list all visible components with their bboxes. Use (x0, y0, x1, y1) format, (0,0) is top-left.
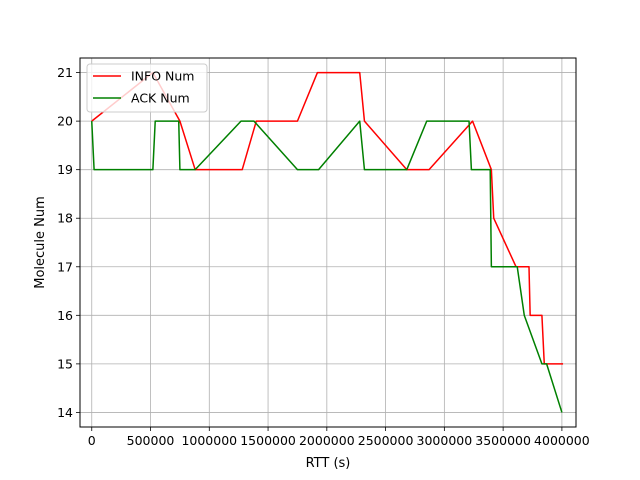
y-tick-label: 16 (57, 308, 73, 323)
series-lines (91, 71, 564, 413)
axis-ticks: 0 500000 1000000 1500000 2000000 2500000 30000… (57, 65, 590, 448)
series-line-ack-num (91, 120, 563, 413)
y-tick-label: 21 (57, 65, 73, 80)
x-tick-label: 1000000 (181, 433, 237, 448)
x-axis-title: RTT (s) (306, 456, 351, 471)
legend-label: INFO Num (131, 69, 195, 84)
y-tick-label: 14 (57, 405, 73, 420)
plot-frame (79, 57, 577, 428)
x-tick-label: 3500000 (475, 433, 531, 448)
x-tick-label: 500000 (127, 433, 175, 448)
x-tick-label: 4000000 (534, 433, 590, 448)
grid-lines (80, 58, 576, 427)
legend: INFO Num ACK Num (86, 63, 208, 113)
x-tick-label: 2500000 (358, 433, 414, 448)
x-tick-label: 1500000 (240, 433, 296, 448)
y-tick-label: 20 (57, 114, 73, 129)
x-tick-label: 3000000 (417, 433, 473, 448)
x-tick-label: 2000000 (299, 433, 355, 448)
legend-label: ACK Num (131, 91, 190, 106)
y-tick-label: 15 (57, 356, 73, 371)
x-tick-label: 0 (88, 433, 96, 448)
y-axis-title: Molecule Num (33, 196, 48, 289)
y-tick-label: 19 (57, 162, 73, 177)
y-tick-label: 17 (57, 259, 73, 274)
y-tick-label: 18 (57, 211, 73, 226)
